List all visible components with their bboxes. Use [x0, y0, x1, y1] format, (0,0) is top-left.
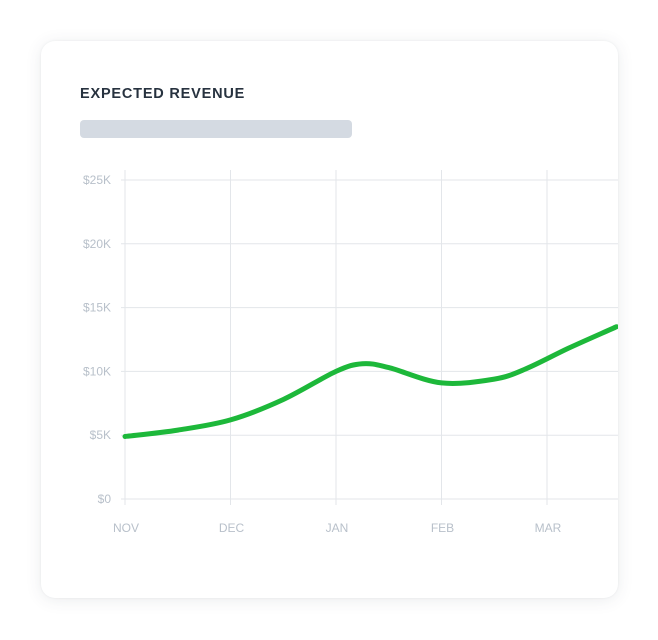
y-tick-label: $20K	[83, 237, 111, 251]
y-tick-label: $0	[98, 492, 112, 506]
y-tick-label: $10K	[83, 364, 111, 378]
y-tick-label: $25K	[83, 173, 111, 187]
revenue-line-chart: $0 $5K $10K $15K $20K $25K NOV DEC JAN FEB MAR	[83, 170, 618, 535]
series-layer	[122, 324, 618, 439]
axis-labels: $0 $5K $10K $15K $20K $25K NOV DEC JAN FEB MAR	[83, 173, 562, 535]
revenue-card: EXPECTED REVENUE $0 $5K $10K $15K $20K $25K NO…	[41, 41, 618, 598]
card-title: EXPECTED REVENUE	[80, 86, 246, 102]
x-tick-label: JAN	[326, 521, 349, 535]
x-tick-label: NOV	[113, 521, 139, 535]
x-tick-label: DEC	[219, 521, 245, 535]
revenue-series-line	[122, 324, 618, 439]
x-tick-label: FEB	[431, 521, 454, 535]
y-tick-label: $5K	[90, 428, 111, 442]
grid-lines	[121, 170, 618, 505]
y-tick-label: $15K	[83, 301, 111, 315]
x-tick-label: MAR	[535, 521, 562, 535]
subtitle-placeholder-bar	[80, 120, 352, 138]
